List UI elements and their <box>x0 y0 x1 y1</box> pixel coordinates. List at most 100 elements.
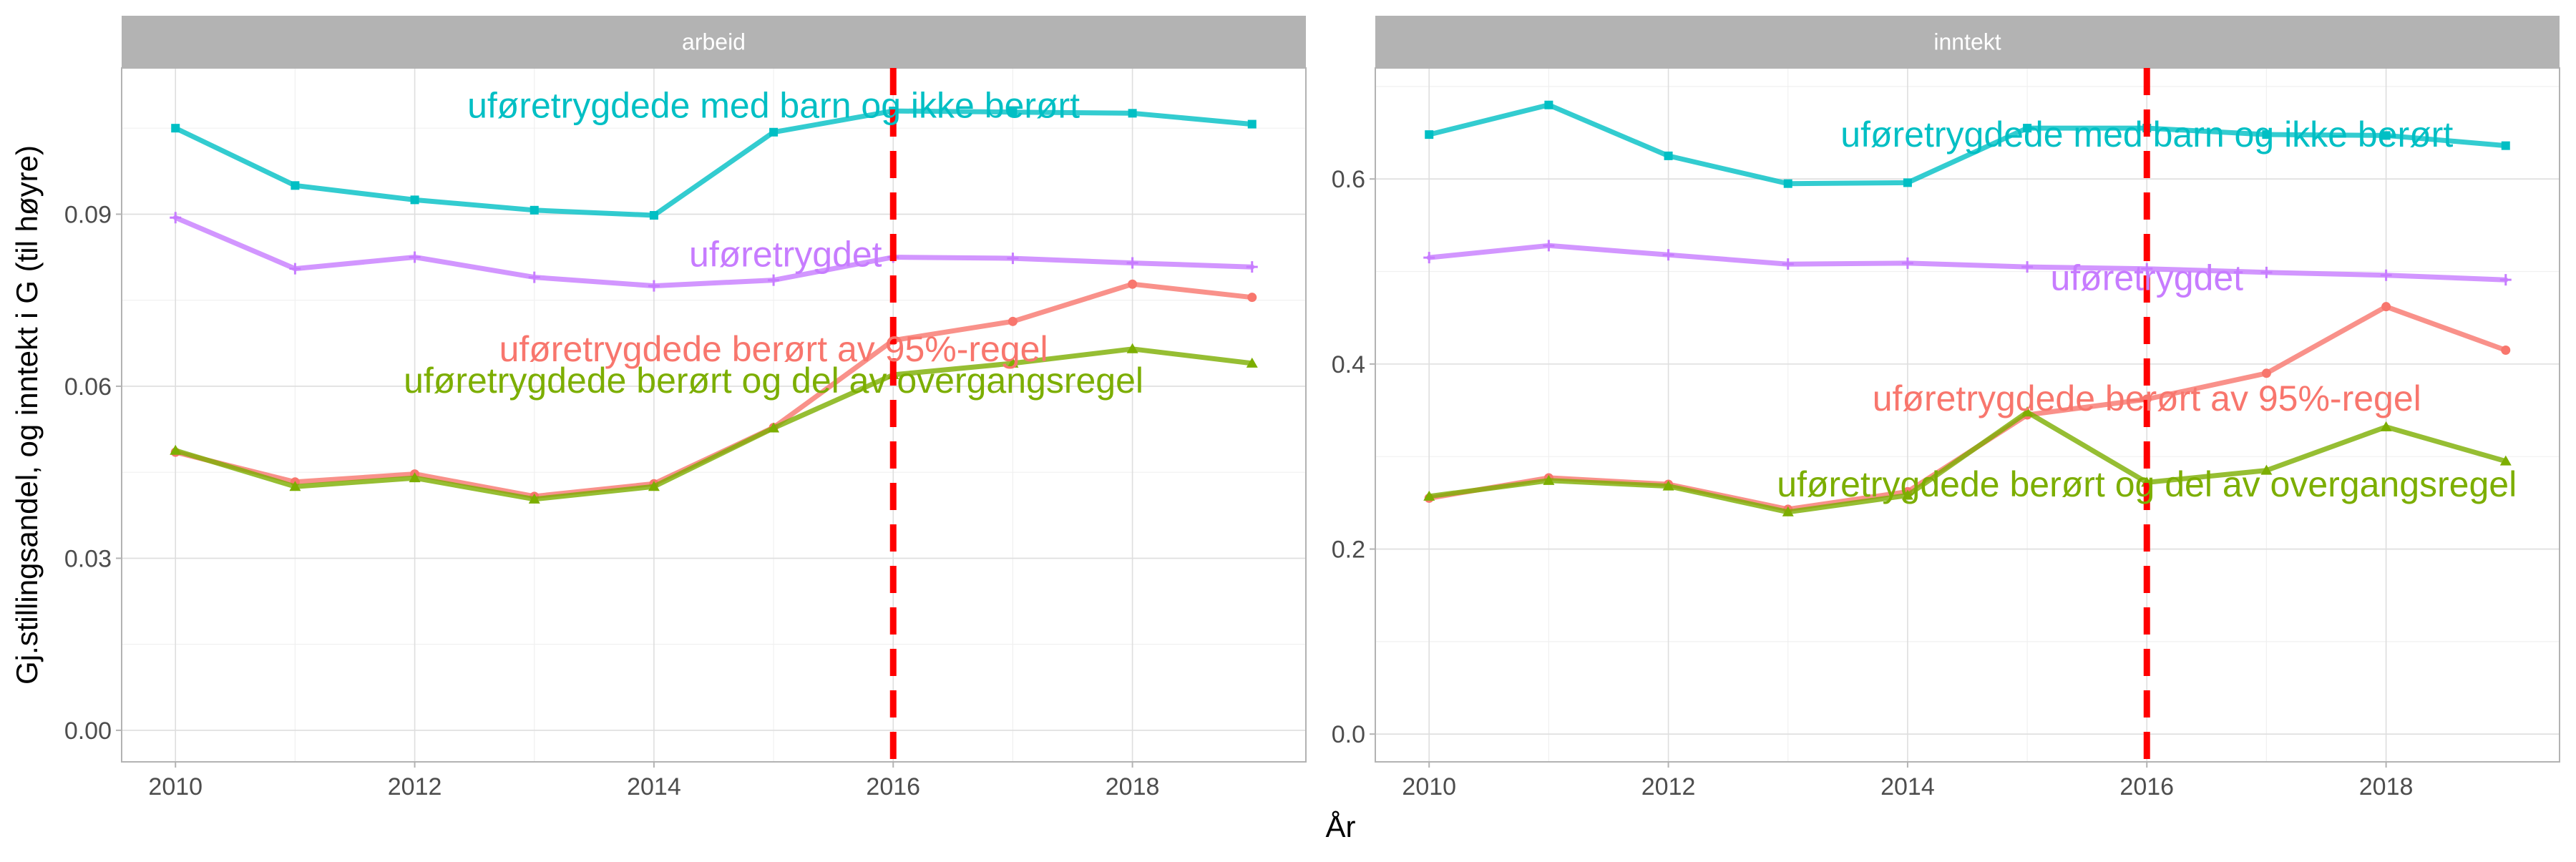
series-line-0 <box>1426 102 2509 187</box>
series-label-1: uføretrygdet <box>689 235 882 275</box>
data-point <box>2380 421 2392 431</box>
y-tick-label: 0.00 <box>64 717 112 745</box>
data-point <box>1246 357 1258 368</box>
data-point <box>1664 151 1673 160</box>
y-tick-label: 0.03 <box>64 545 112 572</box>
facet-strip-inntekt <box>1375 16 2560 68</box>
data-point <box>1126 257 1138 269</box>
y-tick-label: 0.2 <box>1332 537 1365 564</box>
facet-strip-label-arbeid: arbeid <box>682 29 746 55</box>
data-point <box>2260 464 2273 475</box>
panel-border-inntekt <box>1375 67 2560 763</box>
x-tick-label: 2018 <box>2359 773 2414 800</box>
x-tick-label: 2012 <box>1641 773 1696 800</box>
series-line-1 <box>172 215 1255 289</box>
data-point <box>170 212 182 224</box>
y-axis-title: Gj.stillingsandel, og inntekt i G (til h… <box>10 145 44 685</box>
data-point <box>2380 269 2392 281</box>
data-point <box>1662 480 1674 491</box>
data-point <box>409 472 421 483</box>
data-point <box>1425 130 1434 139</box>
data-point <box>289 263 301 275</box>
data-point <box>2261 368 2271 378</box>
data-point <box>1423 490 1435 501</box>
x-tick-label: 2010 <box>148 773 203 800</box>
data-point <box>768 274 780 286</box>
series-line-3 <box>172 346 1255 502</box>
panel-border-arbeid <box>121 67 1307 763</box>
x-tick-label: 2016 <box>2119 773 2174 800</box>
data-point <box>2501 345 2511 355</box>
data-point <box>1662 249 1674 261</box>
data-point <box>1007 253 1019 265</box>
data-point <box>648 280 660 292</box>
data-point <box>170 444 182 455</box>
series-line-1 <box>1426 243 2509 283</box>
y-tick-label: 0.0 <box>1332 721 1365 748</box>
data-point <box>1247 119 1257 129</box>
data-point <box>2021 406 2034 417</box>
series-line-3 <box>1426 409 2509 515</box>
data-point <box>1247 293 1257 303</box>
data-point <box>648 481 660 491</box>
data-point <box>1007 357 1019 368</box>
series-label-2: uføretrygdede berørt av 95%-regel <box>499 329 1048 369</box>
series-label-2: uføretrygdede berørt av 95%-regel <box>1873 378 2421 418</box>
data-point <box>410 195 419 205</box>
data-point <box>1246 261 1258 273</box>
data-point <box>1783 179 1792 188</box>
x-tick-label: 2014 <box>627 773 681 800</box>
data-point <box>1782 506 1794 516</box>
data-point <box>171 124 180 133</box>
data-point <box>1126 343 1138 353</box>
x-tick-label: 2012 <box>388 773 442 800</box>
data-point <box>1008 107 1018 117</box>
y-tick-label: 0.4 <box>1332 351 1365 378</box>
data-point <box>2021 261 2034 273</box>
data-point <box>2499 455 2512 466</box>
data-point <box>1008 316 1018 326</box>
data-point <box>1903 178 1912 187</box>
data-point <box>769 127 779 137</box>
data-point <box>1128 109 1137 118</box>
x-tick-label: 2018 <box>1106 773 1160 800</box>
x-tick-label: 2016 <box>866 773 920 800</box>
data-point <box>528 493 540 504</box>
data-point <box>2141 263 2153 275</box>
data-point <box>2381 131 2391 140</box>
x-tick-label: 2014 <box>1880 773 1935 800</box>
data-point <box>649 211 658 220</box>
data-point <box>528 271 540 283</box>
data-point <box>2501 141 2510 150</box>
data-point <box>530 205 539 215</box>
y-tick-label: 0.09 <box>64 201 112 228</box>
data-point <box>289 481 301 491</box>
y-tick-label: 0.06 <box>64 373 112 401</box>
data-point <box>1128 279 1138 289</box>
series-label-3: uføretrygdede berørt og del av overgangs… <box>1777 464 2517 504</box>
series-label-1: uføretrygdet <box>2050 258 2243 298</box>
series-label-0: uføretrygdede med barn og ikke berørt <box>1840 114 2453 155</box>
series-label-3: uføretrygdede berørt og del av overgangs… <box>404 361 1143 401</box>
data-point <box>291 181 300 190</box>
x-tick-label: 2010 <box>1402 773 1456 800</box>
data-point <box>2023 124 2032 133</box>
data-point <box>2381 302 2391 312</box>
y-tick-label: 0.6 <box>1332 166 1365 193</box>
data-point <box>1544 100 1553 109</box>
data-point <box>409 251 421 263</box>
data-point <box>1901 489 1913 500</box>
data-point <box>2262 130 2271 139</box>
facet-strip-label-inntekt: inntekt <box>1933 29 2001 55</box>
series-line-0 <box>172 108 1255 218</box>
data-point <box>2499 274 2512 286</box>
data-point <box>1543 474 1555 485</box>
data-point <box>1901 257 1913 269</box>
facet-strip-arbeid <box>122 16 1306 68</box>
x-axis-title: År <box>1326 810 1356 843</box>
series-label-0: uføretrygdede med barn og ikke berørt <box>467 85 1080 125</box>
data-point <box>768 422 780 433</box>
data-point <box>1423 252 1435 264</box>
